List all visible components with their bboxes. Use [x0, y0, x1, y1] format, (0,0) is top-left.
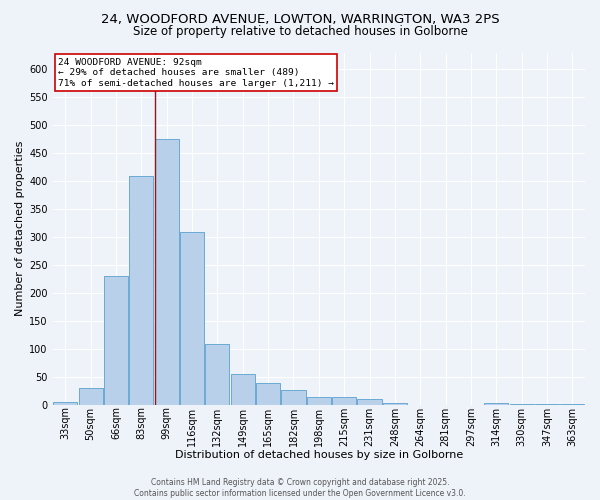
Bar — [560, 404, 584, 405]
Bar — [383, 403, 407, 405]
Text: 24, WOODFORD AVENUE, LOWTON, WARRINGTON, WA3 2PS: 24, WOODFORD AVENUE, LOWTON, WARRINGTON,… — [101, 12, 499, 26]
Bar — [535, 404, 559, 405]
Bar — [358, 400, 382, 405]
Text: Size of property relative to detached houses in Golborne: Size of property relative to detached ho… — [133, 25, 467, 38]
Bar — [180, 232, 204, 405]
Y-axis label: Number of detached properties: Number of detached properties — [15, 141, 25, 316]
Bar — [231, 374, 255, 405]
Bar — [155, 139, 179, 405]
Bar — [256, 382, 280, 405]
Bar — [484, 404, 508, 405]
Text: 24 WOODFORD AVENUE: 92sqm
← 29% of detached houses are smaller (489)
71% of semi: 24 WOODFORD AVENUE: 92sqm ← 29% of detac… — [58, 58, 334, 88]
Bar — [307, 396, 331, 405]
Bar — [130, 176, 154, 405]
Text: Contains HM Land Registry data © Crown copyright and database right 2025.
Contai: Contains HM Land Registry data © Crown c… — [134, 478, 466, 498]
Bar — [53, 402, 77, 405]
Bar — [205, 344, 229, 405]
Bar — [104, 276, 128, 405]
Bar — [509, 404, 533, 405]
Bar — [79, 388, 103, 405]
Bar — [332, 396, 356, 405]
X-axis label: Distribution of detached houses by size in Golborne: Distribution of detached houses by size … — [175, 450, 463, 460]
Bar — [281, 390, 305, 405]
